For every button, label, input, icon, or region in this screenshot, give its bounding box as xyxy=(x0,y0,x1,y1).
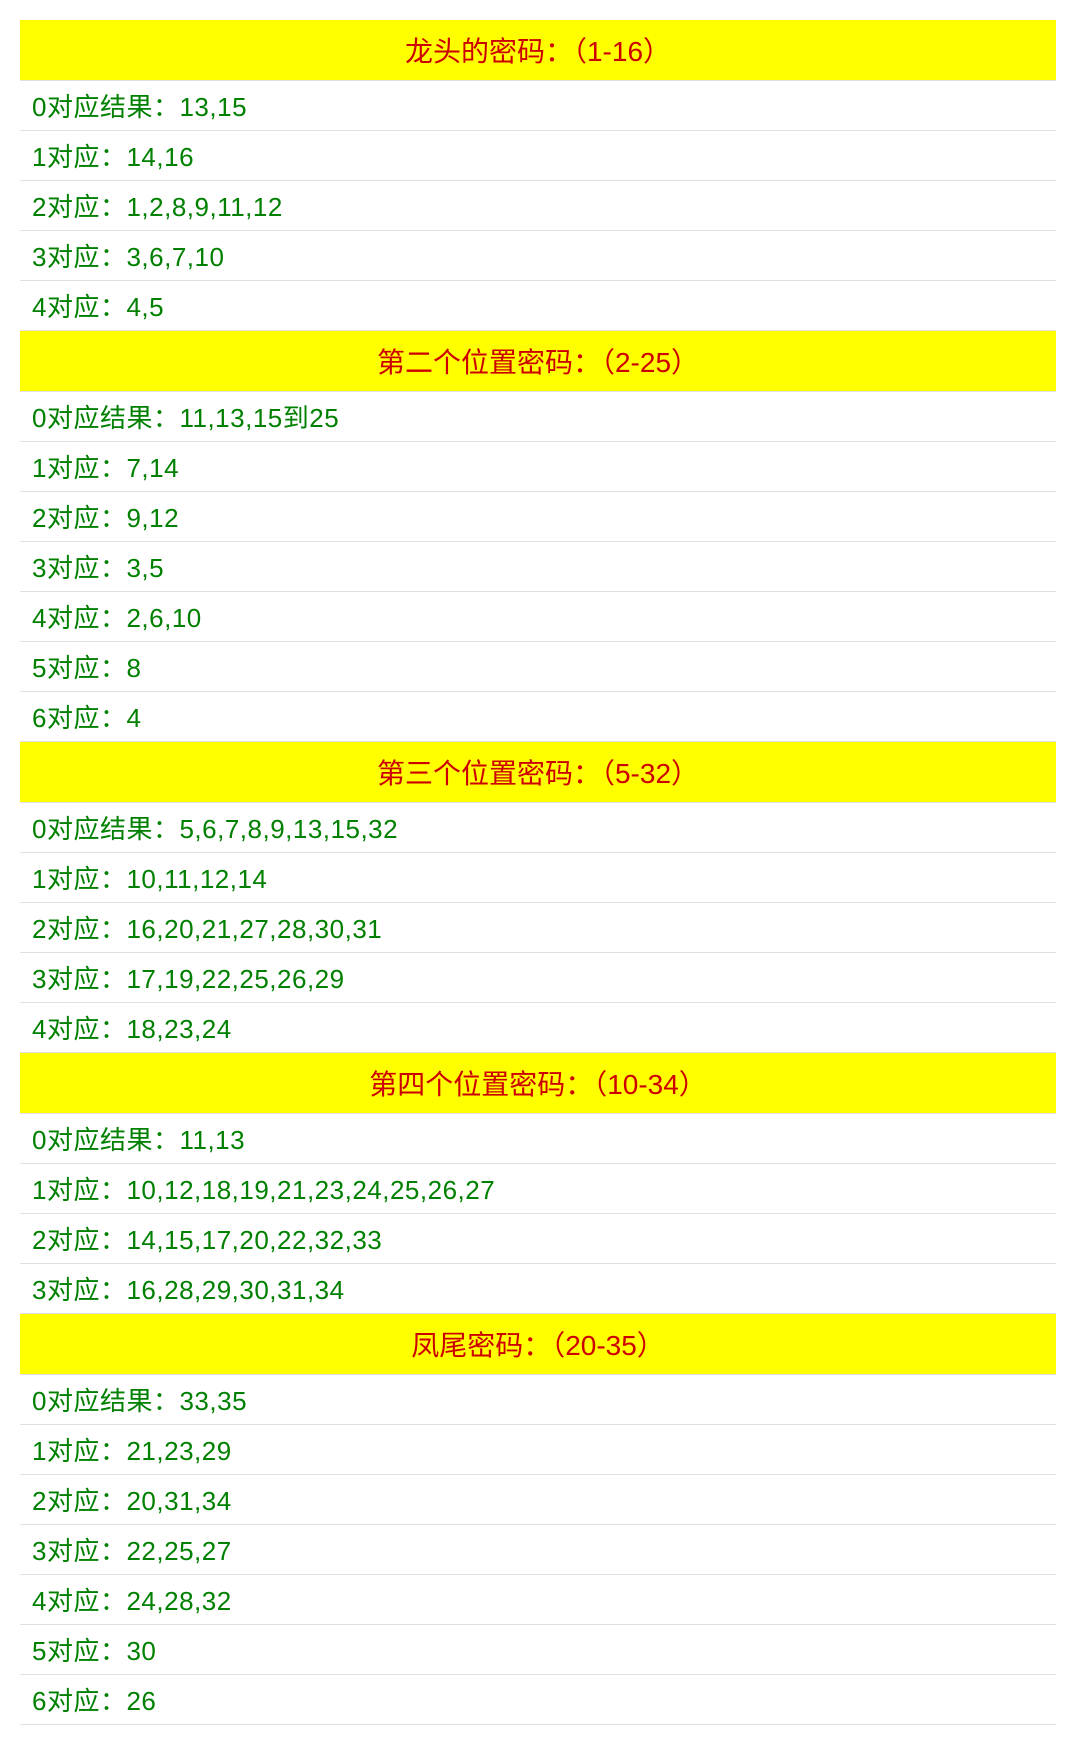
table-row: 2对应：9,12 xyxy=(20,492,1056,542)
main-container: 龙头的密码：（1-16） 0对应结果：13,15 1对应：14,16 2对应：1… xyxy=(0,0,1076,1745)
table-row: 0对应结果：33,35 xyxy=(20,1375,1056,1425)
table-row: 3对应：22,25,27 xyxy=(20,1525,1056,1575)
table-row: 3对应：16,28,29,30,31,34 xyxy=(20,1264,1056,1314)
table-row: 4对应：24,28,32 xyxy=(20,1575,1056,1625)
table-row: 0对应结果：5,6,7,8,9,13,15,32 xyxy=(20,803,1056,853)
table-row: 1对应：10,11,12,14 xyxy=(20,853,1056,903)
table-row: 6对应：4 xyxy=(20,692,1056,742)
table-row: 0对应结果：11,13,15到25 xyxy=(20,392,1056,442)
table-row: 4对应：18,23,24 xyxy=(20,1003,1056,1053)
table-row: 3对应：3,6,7,10 xyxy=(20,231,1056,281)
table-row: 4对应：2,6,10 xyxy=(20,592,1056,642)
table-row: 5对应：8 xyxy=(20,642,1056,692)
table-row: 0对应结果：11,13 xyxy=(20,1114,1056,1164)
table-row: 1对应：14,16 xyxy=(20,131,1056,181)
table-row: 5对应：30 xyxy=(20,1625,1056,1675)
table-row: 0对应结果：13,15 xyxy=(20,81,1056,131)
section-header-4: 第四个位置密码：（10-34） xyxy=(20,1053,1056,1114)
section-header-3: 第三个位置密码：（5-32） xyxy=(20,742,1056,803)
section-header-5: 凤尾密码：（20-35） xyxy=(20,1314,1056,1375)
table-row: 2对应：14,15,17,20,22,32,33 xyxy=(20,1214,1056,1264)
section-header-1: 龙头的密码：（1-16） xyxy=(20,20,1056,81)
section-header-2: 第二个位置密码：（2-25） xyxy=(20,331,1056,392)
table-row: 6对应：26 xyxy=(20,1675,1056,1725)
table-row: 1对应：10,12,18,19,21,23,24,25,26,27 xyxy=(20,1164,1056,1214)
table-row: 2对应：1,2,8,9,11,12 xyxy=(20,181,1056,231)
table-row: 2对应：20,31,34 xyxy=(20,1475,1056,1525)
table-row: 1对应：7,14 xyxy=(20,442,1056,492)
table-row: 1对应：21,23,29 xyxy=(20,1425,1056,1475)
table-row: 3对应：3,5 xyxy=(20,542,1056,592)
table-row: 3对应：17,19,22,25,26,29 xyxy=(20,953,1056,1003)
table-row: 4对应：4,5 xyxy=(20,281,1056,331)
table-row: 2对应：16,20,21,27,28,30,31 xyxy=(20,903,1056,953)
